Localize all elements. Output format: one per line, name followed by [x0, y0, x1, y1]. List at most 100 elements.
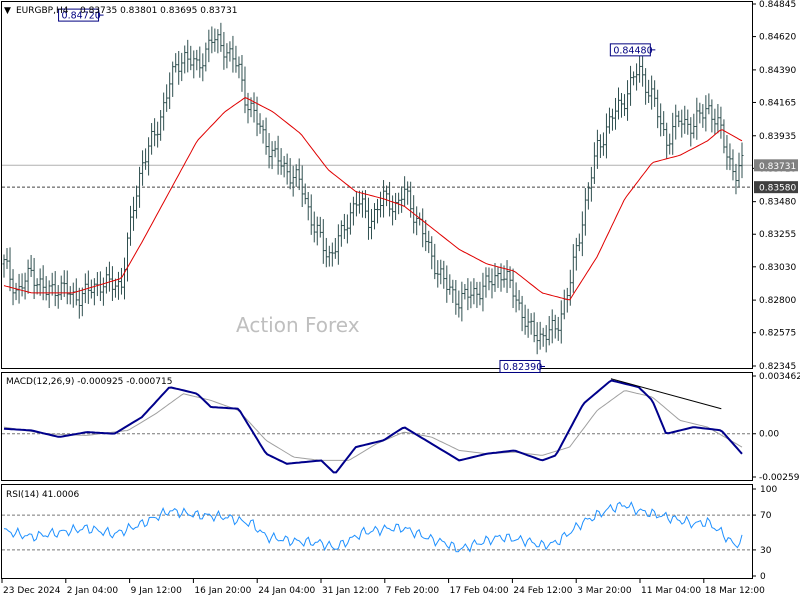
price-bar [487, 267, 491, 291]
price-bar [231, 35, 235, 73]
price-bar [580, 211, 584, 257]
price-bar [156, 121, 160, 148]
current-price-tag: 0.83731 [759, 162, 796, 172]
price-tick-label: 0.84390 [759, 66, 796, 76]
price-bar [321, 219, 325, 264]
price-bar [716, 104, 720, 134]
price-bar [153, 118, 157, 147]
price-bar [306, 191, 310, 221]
rsi-tick-label: 70 [760, 511, 772, 521]
price-bar [668, 133, 672, 155]
price-bar [107, 261, 111, 292]
time-tick-label: 24 Feb 12:00 [513, 586, 572, 596]
price-bar [571, 244, 575, 293]
price-bar [683, 105, 687, 134]
price-bar [421, 208, 425, 248]
price-bar [150, 123, 154, 155]
price-bar [41, 265, 45, 301]
price-bar [638, 52, 642, 83]
price-tick-label: 0.83255 [759, 230, 796, 240]
price-bar [740, 142, 744, 179]
price-bar [101, 277, 105, 306]
price-bar [68, 286, 72, 305]
price-bar [273, 140, 277, 158]
price-bar [680, 109, 684, 138]
price-tick-label: 0.83480 [759, 198, 796, 208]
price-bar [32, 257, 36, 300]
price-bar [472, 278, 476, 305]
price-bar [671, 112, 675, 155]
price-bar [342, 213, 346, 240]
price-bar [517, 290, 521, 311]
price-bar [577, 233, 581, 252]
price-bar [246, 92, 250, 124]
price-bar [562, 289, 566, 320]
price-bar [98, 271, 102, 302]
time-tick-label: 9 Jan 12:00 [131, 586, 183, 596]
time-tick-label: 24 Jan 04:00 [258, 586, 315, 596]
price-bar [26, 259, 30, 294]
price-bar [532, 312, 536, 343]
price-bar [397, 192, 401, 215]
price-bar [719, 106, 723, 139]
price-bar [192, 50, 196, 79]
price-bar [662, 111, 666, 137]
macd-panel-frame [1, 372, 753, 481]
price-tick-label: 0.84845 [759, 0, 796, 10]
rsi-panel-frame [1, 484, 753, 579]
price-bar [496, 266, 500, 288]
price-bar [641, 56, 645, 87]
price-bar [315, 216, 319, 246]
dropdown-arrow-icon[interactable]: ▼ [4, 6, 11, 16]
price-bar [427, 230, 431, 254]
ohlc-text: 0.83735 0.83801 0.83695 0.83731 [80, 6, 237, 16]
time-tick-label: 2 Jan 04:00 [67, 586, 119, 596]
price-bar [141, 150, 145, 186]
annotation-label: 0.84480 [613, 45, 652, 56]
price-bar [2, 254, 6, 278]
macd-label: MACD(12,26,9) -0.000925 -0.000715 [6, 377, 172, 387]
price-bar [261, 120, 265, 144]
price-bar [379, 191, 383, 218]
price-bar [363, 190, 367, 219]
price-bar [303, 183, 307, 205]
price-bar [279, 148, 283, 175]
price-bar [391, 195, 395, 226]
price-bar [122, 257, 126, 300]
price-bar [376, 198, 380, 224]
price-bar [228, 41, 232, 62]
time-tick-label: 17 Feb 04:00 [450, 586, 509, 596]
price-bar [674, 104, 678, 140]
price-bar [216, 29, 220, 54]
price-bar [189, 45, 193, 71]
price-bar [475, 281, 479, 308]
price-bar [243, 66, 247, 114]
price-bar [104, 266, 108, 294]
price-bar [529, 313, 533, 335]
price-bar [731, 149, 735, 181]
price-bar [165, 84, 169, 112]
price-bar [520, 295, 524, 332]
price-bar [689, 117, 693, 147]
price-bar [318, 216, 322, 238]
price-bar [264, 117, 268, 155]
price-bar [677, 110, 681, 128]
price-bar [276, 135, 280, 175]
price-bar [345, 214, 349, 244]
price-bar [586, 182, 590, 210]
price-bar [291, 165, 295, 197]
price-bar [406, 181, 410, 205]
price-bar [207, 29, 211, 63]
price-bar [89, 279, 93, 299]
price-bar [559, 300, 563, 344]
price-bar [460, 281, 464, 322]
price-bar [436, 260, 440, 288]
price-bar [129, 205, 133, 246]
price-panel-frame [1, 1, 753, 369]
price-bar [388, 181, 392, 217]
price-bar [565, 287, 569, 313]
price-bar [698, 102, 702, 124]
price-bar [610, 108, 614, 131]
price-tick-label: 0.82345 [759, 362, 796, 372]
